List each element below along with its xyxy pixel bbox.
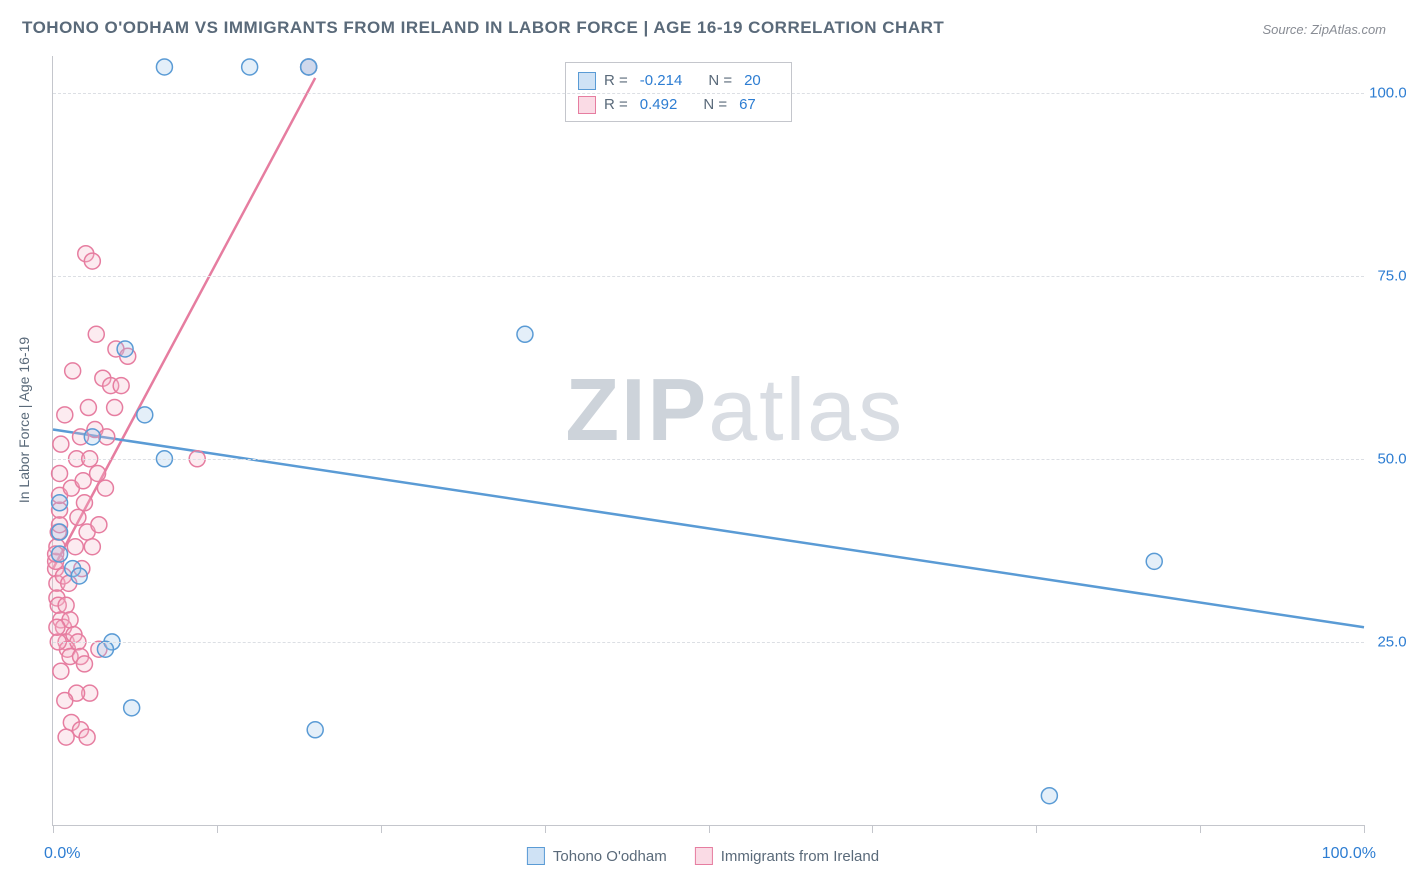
bottom-legend: Tohono O'odham Immigrants from Ireland	[527, 847, 879, 865]
x-tick	[381, 825, 382, 833]
point-blue	[124, 700, 140, 716]
point-blue	[84, 429, 100, 445]
point-pink	[99, 429, 115, 445]
n-val-blue: 20	[744, 69, 761, 93]
point-blue	[52, 495, 68, 511]
y-tick-label: 75.0%	[1377, 267, 1406, 284]
point-pink	[58, 729, 74, 745]
y-tick-label: 100.0%	[1369, 84, 1406, 101]
gridline	[53, 276, 1364, 277]
legend-item-blue: Tohono O'odham	[527, 847, 667, 865]
point-pink	[52, 465, 68, 481]
gridline	[53, 93, 1364, 94]
x-tick	[545, 825, 546, 833]
point-pink	[70, 509, 86, 525]
r-val-pink: 0.492	[640, 93, 678, 117]
x-label-end: 100.0%	[1322, 845, 1376, 863]
swatch-pink	[578, 96, 596, 114]
stats-row-blue: R = -0.214 N = 20	[578, 69, 779, 93]
x-tick	[53, 825, 54, 833]
point-pink	[57, 407, 73, 423]
point-pink	[90, 465, 106, 481]
point-blue	[301, 59, 317, 75]
x-tick	[709, 825, 710, 833]
point-pink	[80, 400, 96, 416]
legend-item-pink: Immigrants from Ireland	[695, 847, 879, 865]
point-blue	[517, 326, 533, 342]
r-label-2: R =	[604, 93, 628, 117]
point-pink	[88, 326, 104, 342]
point-pink	[91, 517, 107, 533]
point-blue	[71, 568, 87, 584]
point-pink	[84, 253, 100, 269]
gridline	[53, 642, 1364, 643]
point-pink	[53, 663, 69, 679]
y-tick-label: 25.0%	[1377, 633, 1406, 650]
point-pink	[76, 495, 92, 511]
x-tick	[1200, 825, 1201, 833]
point-blue	[1146, 553, 1162, 569]
point-blue	[52, 524, 68, 540]
point-blue	[242, 59, 258, 75]
point-pink	[107, 400, 123, 416]
plot-area: ZIPatlas R = -0.214 N = 20 R = 0.492 N =…	[52, 56, 1364, 826]
point-blue	[1041, 788, 1057, 804]
point-pink	[65, 363, 81, 379]
point-pink	[67, 539, 83, 555]
swatch-blue	[578, 72, 596, 90]
point-pink	[75, 473, 91, 489]
n-label: N =	[708, 69, 732, 93]
n-label-2: N =	[703, 93, 727, 117]
point-pink	[53, 436, 69, 452]
point-blue	[307, 722, 323, 738]
legend-swatch-blue	[527, 847, 545, 865]
legend-swatch-pink	[695, 847, 713, 865]
point-pink	[49, 619, 65, 635]
point-blue	[156, 59, 172, 75]
stats-row-pink: R = 0.492 N = 67	[578, 93, 779, 117]
point-pink	[97, 480, 113, 496]
point-blue	[97, 641, 113, 657]
n-val-pink: 67	[739, 93, 756, 117]
point-pink	[57, 692, 73, 708]
x-tick	[1036, 825, 1037, 833]
point-blue	[52, 546, 68, 562]
y-tick-label: 50.0%	[1377, 450, 1406, 467]
legend-label-blue: Tohono O'odham	[553, 848, 667, 865]
r-val-blue: -0.214	[640, 69, 683, 93]
r-label: R =	[604, 69, 628, 93]
point-pink	[113, 378, 129, 394]
x-tick	[872, 825, 873, 833]
point-pink	[76, 656, 92, 672]
chart-title: TOHONO O'ODHAM VS IMMIGRANTS FROM IRELAN…	[22, 18, 944, 38]
trendline-pink	[53, 78, 315, 569]
plot-svg	[53, 56, 1364, 825]
point-pink	[84, 539, 100, 555]
point-pink	[58, 597, 74, 613]
x-label-start: 0.0%	[44, 845, 80, 863]
x-tick	[1364, 825, 1365, 833]
gridline	[53, 459, 1364, 460]
legend-label-pink: Immigrants from Ireland	[721, 848, 879, 865]
source-attribution: Source: ZipAtlas.com	[1262, 22, 1386, 37]
point-blue	[117, 341, 133, 357]
point-blue	[137, 407, 153, 423]
point-pink	[79, 729, 95, 745]
y-axis-title: In Labor Force | Age 16-19	[16, 337, 32, 503]
chart-container: TOHONO O'ODHAM VS IMMIGRANTS FROM IRELAN…	[0, 0, 1406, 892]
x-tick	[217, 825, 218, 833]
